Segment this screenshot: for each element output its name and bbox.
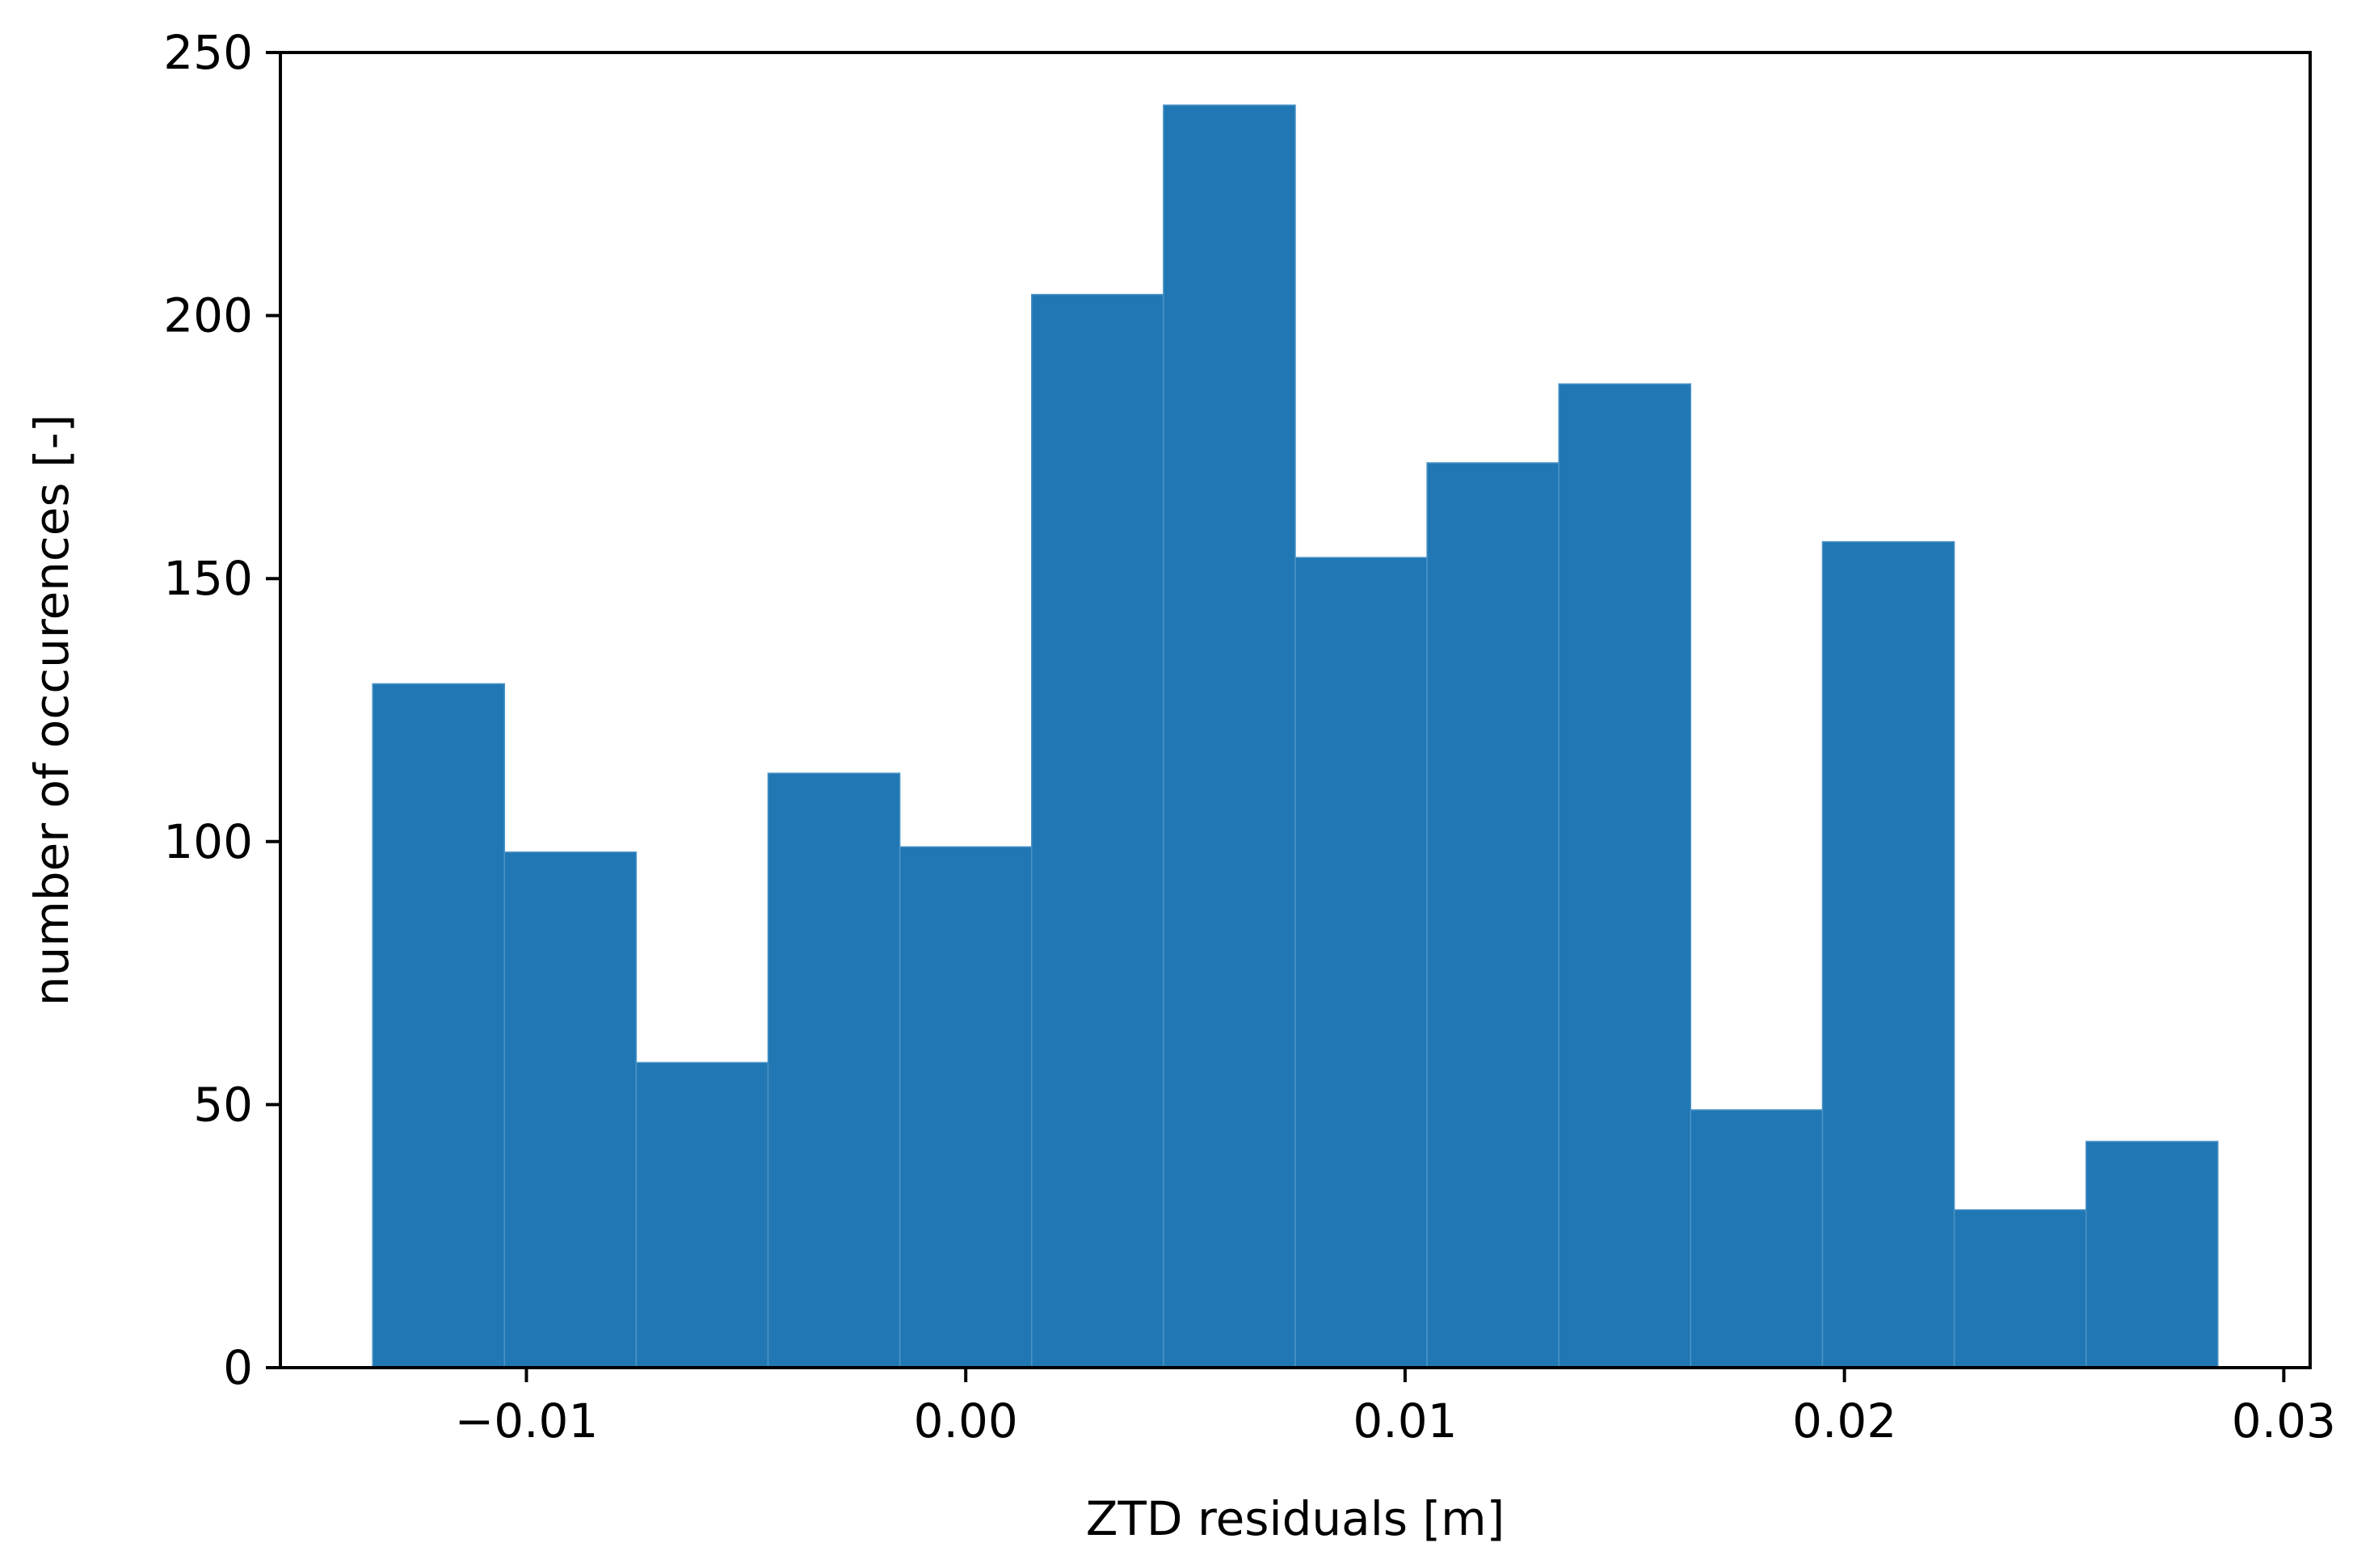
y-tick-label: 200 [163,288,253,343]
y-axis: 0 50 100 150 200 250 [163,25,280,1395]
histogram-bar [1690,1109,1824,1368]
x-tick-label: −0.01 [455,1394,599,1448]
x-axis: −0.01 0.00 0.01 0.02 0.03 [455,1368,2336,1448]
x-tick-label: 0.00 [914,1394,1018,1448]
histogram-bar [1953,1209,2087,1368]
histogram-bar [1821,540,1955,1368]
histogram-bar [635,1061,769,1368]
plot-area-frame [279,51,2312,1369]
histogram-bar [1558,383,1692,1368]
histogram-bar [899,846,1033,1368]
histogram-bar [1031,293,1164,1368]
histogram-bar [2085,1141,2219,1368]
y-tick-label: 150 [163,551,253,606]
histogram-bar [1426,462,1559,1368]
histogram-bar [1163,104,1296,1368]
y-axis-label: number of occurences [-] [24,414,79,1007]
x-tick-label: 0.02 [1792,1394,1896,1448]
histogram-bar [372,683,506,1368]
bars-group [372,104,2219,1368]
y-tick-label: 0 [223,1340,253,1395]
histogram-bar [767,772,901,1368]
histogram-bar [1294,557,1428,1368]
x-axis-label: ZTD residuals [m] [1086,1491,1505,1546]
x-tick-label: 0.01 [1353,1394,1457,1448]
x-tick-label: 0.03 [2232,1394,2336,1448]
y-tick-label: 50 [193,1077,253,1132]
y-tick-label: 100 [163,814,253,869]
y-tick-label: 250 [163,25,253,80]
histogram-bar [503,851,638,1368]
